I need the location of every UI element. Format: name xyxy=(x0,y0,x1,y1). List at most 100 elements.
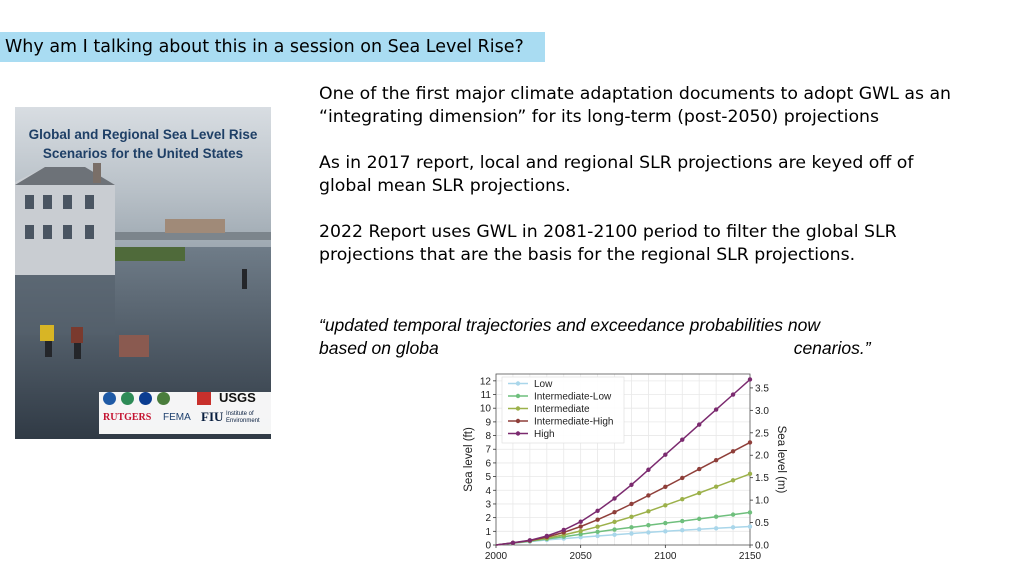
quote-line-2-start: based on globa xyxy=(319,338,439,358)
data-point xyxy=(646,509,651,514)
data-point xyxy=(629,514,634,520)
data-point xyxy=(680,496,685,502)
paragraph-2017-report: As in 2017 report, local and regional SL… xyxy=(319,153,914,196)
y-tick-label: 3 xyxy=(485,499,491,510)
noaa-logo xyxy=(103,392,116,405)
legend-swatch-marker xyxy=(515,418,521,424)
data-point xyxy=(747,377,753,382)
data-point xyxy=(612,519,617,525)
paragraph-gwl-adoption: One of the first major climate adaptatio… xyxy=(319,84,951,127)
y-tick-label: 12 xyxy=(480,376,492,387)
x-tick-label: 2150 xyxy=(739,551,762,562)
data-point xyxy=(629,531,634,536)
y-tick-label: 10 xyxy=(480,404,492,415)
data-point xyxy=(646,530,651,535)
nasa-logo xyxy=(139,392,152,405)
y-tick-label: 6 xyxy=(485,458,491,469)
data-point xyxy=(730,512,736,517)
data-point xyxy=(663,484,668,490)
y-tick-label: 9 xyxy=(485,417,491,428)
data-point xyxy=(747,510,753,515)
data-point xyxy=(578,524,583,529)
report-cover-image: Global and Regional Sea Level Rise Scena… xyxy=(15,107,271,439)
data-point xyxy=(697,527,702,532)
y-axis-label: Sea level (ft) xyxy=(463,427,475,492)
data-point xyxy=(629,525,634,530)
y-tick-label: 1 xyxy=(485,527,491,538)
fiu-institute-label: Institute of Environment xyxy=(226,411,260,424)
data-point xyxy=(730,392,736,397)
data-point xyxy=(561,527,566,533)
y-tick-label: 2 xyxy=(485,513,491,524)
y-tick-label: 8 xyxy=(485,431,491,442)
data-point xyxy=(510,540,516,546)
data-point xyxy=(697,466,702,472)
y2-tick-label: 3.0 xyxy=(755,406,769,417)
y2-tick-label: 3.5 xyxy=(755,383,769,394)
data-point xyxy=(527,538,533,543)
data-point xyxy=(680,475,685,481)
legend-label: Low xyxy=(534,379,553,390)
data-point xyxy=(747,524,753,529)
cover-title-line-1: Global and Regional Sea Level Rise xyxy=(28,127,258,142)
data-point xyxy=(595,533,600,539)
data-point xyxy=(578,531,583,537)
usace-logo xyxy=(197,392,211,405)
quote-line-2-end: cenarios.” xyxy=(793,338,871,358)
data-point xyxy=(578,519,583,524)
data-point xyxy=(663,520,668,526)
data-point xyxy=(612,509,617,515)
paragraph-2022-report: 2022 Report uses GWL in 2081-2100 period… xyxy=(319,222,897,265)
data-point xyxy=(595,517,600,522)
usgs-logo: USGS xyxy=(219,390,256,405)
cover-title: Global and Regional Sea Level Rise Scena… xyxy=(15,125,271,163)
cover-title-line-2: Scenarios for the United States xyxy=(42,146,244,161)
data-point xyxy=(680,437,685,442)
y2-axis-label: Sea level (m) xyxy=(775,426,787,494)
agency-logos: USGS RUTGERS FEMA FIU Institute of Envir… xyxy=(101,390,269,436)
slide-title: Why am I talking about this in a session… xyxy=(5,37,524,57)
data-point xyxy=(713,514,719,519)
data-point xyxy=(612,532,617,537)
data-point xyxy=(663,503,668,508)
legend-swatch-marker xyxy=(515,431,521,436)
data-point xyxy=(595,529,600,535)
y2-tick-label: 2.5 xyxy=(755,428,769,439)
y2-tick-label: 0.0 xyxy=(755,541,769,552)
data-point xyxy=(730,449,736,454)
data-point xyxy=(612,496,617,501)
slide-title-banner: Why am I talking about this in a session… xyxy=(0,32,545,62)
data-point xyxy=(680,528,685,533)
data-point xyxy=(612,527,617,532)
fiu-logo: FIU xyxy=(201,409,224,424)
data-point xyxy=(713,484,719,489)
legend-label: High xyxy=(534,429,555,440)
series-line-5 xyxy=(495,378,751,546)
data-point xyxy=(578,535,583,540)
data-point xyxy=(697,422,702,427)
y2-tick-label: 0.5 xyxy=(755,518,769,529)
data-point xyxy=(713,457,719,463)
data-point xyxy=(646,493,651,498)
data-point xyxy=(595,508,600,513)
y-tick-label: 5 xyxy=(485,472,491,483)
series-line-4 xyxy=(495,441,751,546)
legend-box xyxy=(501,376,625,444)
y2-tick-label: 1.5 xyxy=(755,473,769,484)
data-point xyxy=(595,524,600,529)
y-tick-label: 7 xyxy=(485,445,491,456)
report-quote: “updated temporal trajectories and excee… xyxy=(319,314,939,360)
usda-logo xyxy=(157,392,170,405)
series-line-1 xyxy=(495,525,751,546)
x-tick-label: 2000 xyxy=(485,551,508,562)
y2-tick-label: 2.0 xyxy=(755,451,769,462)
legend-label: Intermediate xyxy=(534,404,590,415)
y-tick-label: 0 xyxy=(485,541,491,552)
quote-line-1: “updated temporal trajectories and excee… xyxy=(319,315,820,335)
data-point xyxy=(544,533,549,539)
y-tick-label: 11 xyxy=(481,390,492,401)
legend-label: Intermediate-High xyxy=(534,417,613,428)
data-point xyxy=(680,518,685,524)
data-point xyxy=(646,467,651,472)
legend-swatch-marker xyxy=(515,381,521,386)
